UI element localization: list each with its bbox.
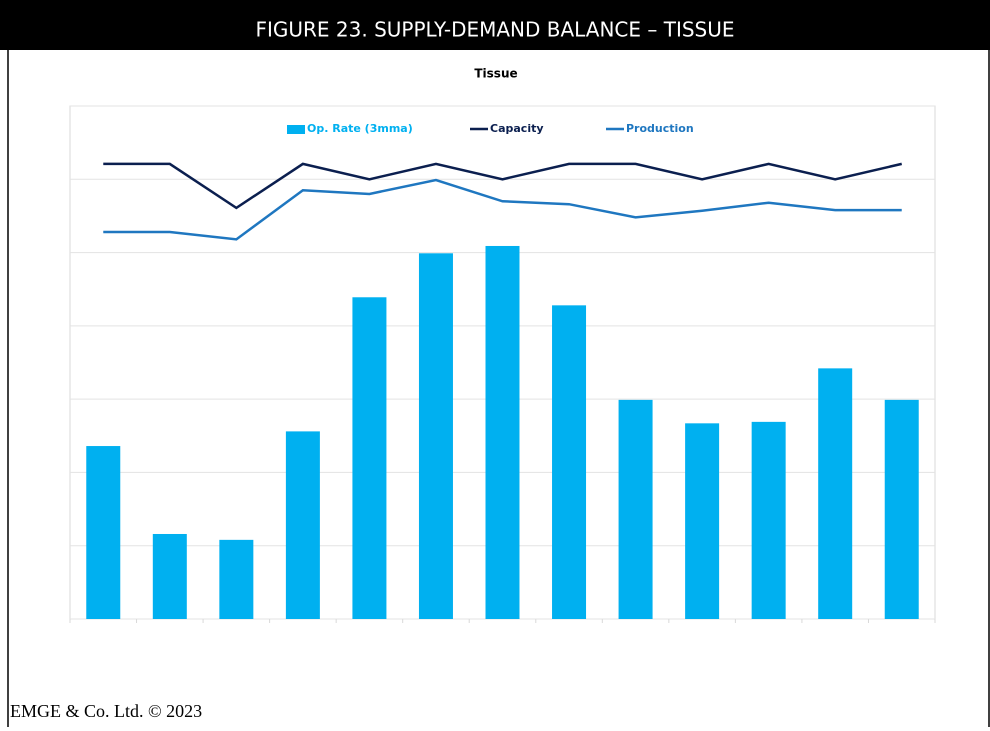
- legend-swatch: [287, 125, 305, 134]
- bar: [751, 421, 786, 619]
- footer: EMGE & Co. Ltd. © 2023: [10, 701, 202, 721]
- bar: [152, 533, 187, 619]
- bar: [219, 539, 254, 619]
- bar: [818, 368, 853, 619]
- bar: [552, 305, 587, 619]
- bar: [86, 446, 121, 619]
- legend-label: Op. Rate (3mma): [307, 122, 413, 135]
- line: [103, 178, 902, 241]
- bar: [485, 245, 520, 619]
- line: [103, 162, 903, 210]
- chart-title: Tissue: [474, 67, 517, 81]
- legend-label: Production: [626, 122, 694, 135]
- legend-label: Capacity: [490, 122, 544, 135]
- bar: [884, 399, 919, 619]
- bar: [618, 399, 653, 619]
- bar: [352, 297, 387, 619]
- bar: [285, 431, 320, 619]
- bar: [418, 253, 453, 619]
- header-title: FIGURE 23. SUPPLY-DEMAND BALANCE – TISSU…: [255, 18, 734, 42]
- bar: [685, 423, 720, 619]
- header-bar: [0, 0, 990, 50]
